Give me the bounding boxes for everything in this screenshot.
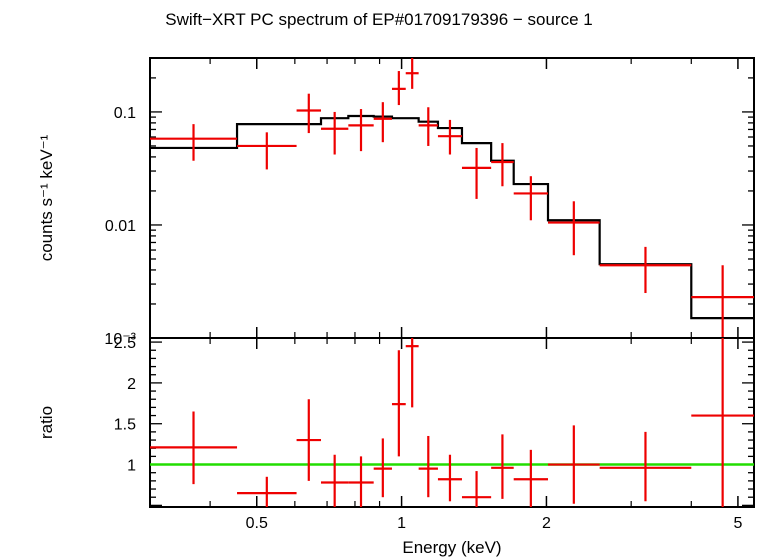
ratio-point [491,434,514,499]
y-tick-label: 1 [127,458,136,475]
ratio-point [405,338,419,408]
y-tick-label: 0.1 [114,105,136,122]
ratio-point [150,411,238,485]
x-tick-label: 1 [397,515,406,532]
spectrum-point [237,132,297,170]
spectrum-point [548,201,600,256]
y-tick-label: 2 [127,376,136,393]
ratio-point [418,435,438,498]
spectrum-point [296,93,322,134]
ratio-point [321,454,349,507]
x-tick-label: 2 [542,515,551,532]
chart-title: Swift−XRT PC spectrum of EP#01709179396 … [165,10,593,29]
spectrum-point [599,246,692,294]
spectrum-point [461,147,492,199]
spectrum-point [348,109,374,152]
ratio-point [599,431,692,502]
spectrum-panel-axes [149,57,755,339]
ratio-point [348,456,374,507]
spectrum-point [405,58,419,89]
spectrum-point [691,265,754,338]
ratio-point [296,399,322,481]
ratio-point [513,449,549,507]
ratio-axis-label: ratio [37,406,56,439]
spectrum-panel-frame [149,57,755,339]
ratio-panel-frame [149,337,755,508]
x-axis-label: Energy (keV) [402,538,501,557]
ratio-point [373,438,392,498]
x-tick-label: 0.5 [246,515,268,532]
ratio-panel-axes [149,337,755,508]
spectrum-data-points [150,58,754,338]
spectrum-point [391,71,406,106]
ratio-point [691,338,754,507]
ratio-point [437,454,462,502]
spectrum-point [513,176,549,221]
ratio-data-points [150,338,754,507]
spectrum-point [150,124,238,161]
spectrum-point [491,143,514,187]
x-tick-label: 5 [733,515,742,532]
spectrum-point [437,119,462,155]
y-tick-label: 10⁻³ [104,331,136,348]
ratio-point [237,476,297,507]
y-tick-label: 0.01 [105,218,136,235]
spectrum-point [321,111,349,155]
y-axis-label: counts s⁻¹ keV⁻¹ [37,134,56,261]
ratio-point [461,471,492,507]
spectrum-point [373,102,392,143]
y-tick-label: 1.5 [114,417,136,434]
axis-labels: 0.5 1 2 5 0.1 0.01 10⁻³ 1 1.5 2 2.5 Energy (keV) cou… [37,105,742,557]
ratio-point [548,425,600,504]
spectrum-point [418,107,438,146]
ratio-point [391,350,406,457]
y-tick-label: 2.5 [114,335,136,352]
